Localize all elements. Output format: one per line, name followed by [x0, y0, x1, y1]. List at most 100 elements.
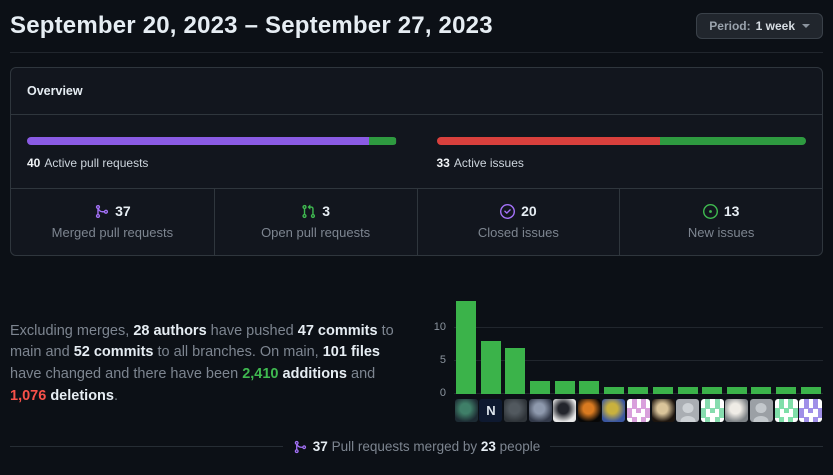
octocat-silhouette	[753, 416, 769, 422]
stats-row: 37 Merged pull requests 3 Open pull requ…	[11, 188, 822, 255]
commit-count-bar[interactable]	[776, 387, 797, 394]
avatar-column	[528, 399, 553, 422]
stat-merged-pull-requests[interactable]: 37 Merged pull requests	[11, 189, 214, 255]
stat-open-pull-requests[interactable]: 3 Open pull requests	[213, 189, 417, 255]
text-run: 52 commits	[73, 344, 154, 361]
identicon-block	[779, 403, 785, 409]
identicon-block	[705, 403, 711, 409]
header-divider	[10, 52, 823, 53]
bar-column	[602, 387, 627, 394]
bar-column	[528, 380, 553, 394]
identicon-block	[640, 417, 646, 422]
meter-segment	[660, 137, 806, 145]
avatar-column	[626, 399, 651, 422]
pull-requests-meter-group: 40 Active pull requests	[27, 137, 397, 170]
text-run: Excluding merges,	[10, 322, 134, 339]
identicon-block	[774, 412, 780, 418]
stat-label: Merged pull requests	[51, 225, 174, 240]
identicon-block	[803, 403, 809, 409]
identicon-block	[788, 399, 794, 405]
contributor-avatar[interactable]	[700, 399, 724, 422]
merged-summary-footer: 37 Pull requests merged by 23 people	[10, 439, 823, 454]
identicon-block	[779, 399, 785, 405]
contributor-avatar[interactable]	[725, 399, 749, 422]
contributor-avatar[interactable]: N	[479, 399, 503, 422]
y-axis-tick-label: 10	[433, 320, 446, 333]
pulse-page: September 20, 2023 – September 27, 2023 …	[10, 0, 823, 454]
text-run: 1,076	[10, 387, 47, 404]
identicon-block	[631, 403, 637, 409]
commit-count-bar[interactable]	[530, 380, 551, 394]
contributor-avatar[interactable]	[799, 399, 823, 422]
stat-new-issues[interactable]: 13 New issues	[619, 189, 822, 255]
commit-count-bar[interactable]	[702, 387, 723, 394]
identicon-block	[719, 408, 724, 414]
contributor-avatar[interactable]	[749, 399, 773, 422]
meter-segment	[27, 137, 369, 145]
period-dropdown[interactable]: Period: 1 week	[696, 13, 823, 39]
page-header: September 20, 2023 – September 27, 2023 …	[10, 0, 823, 40]
stat-number-row: 20	[426, 203, 612, 219]
chevron-down-icon	[802, 24, 810, 28]
contributor-avatar[interactable]	[454, 399, 478, 422]
identicon-block	[803, 399, 809, 405]
octocat-silhouette	[682, 403, 694, 413]
identicon-block	[631, 399, 637, 405]
commit-count-bar[interactable]	[800, 387, 821, 394]
period-label: Period:	[709, 19, 751, 33]
bar-column	[798, 387, 823, 394]
avatar-column	[577, 399, 602, 422]
overview-card: Overview 40 Active pull requests 33 Active…	[10, 67, 823, 256]
identicon-block	[636, 408, 642, 414]
stat-closed-issues[interactable]: 20 Closed issues	[416, 189, 620, 255]
commit-count-bar[interactable]	[554, 380, 575, 394]
contributor-avatar[interactable]	[774, 399, 798, 422]
contributor-avatar[interactable]	[577, 399, 601, 422]
meter-segment	[368, 137, 397, 145]
commit-count-bar[interactable]	[653, 387, 674, 394]
commit-count-bar[interactable]	[751, 387, 772, 394]
issues-meter	[436, 137, 806, 145]
stat-label: Open pull requests	[261, 225, 371, 240]
issue-closed-icon	[500, 203, 516, 219]
contributor-avatar[interactable]	[553, 399, 577, 422]
identicon-block	[812, 417, 818, 422]
contributor-avatar[interactable]	[503, 399, 527, 422]
identicon-block	[817, 408, 823, 414]
stat-number-row: 3	[223, 203, 409, 219]
contributor-avatar[interactable]	[676, 399, 700, 422]
text-run: to all branches. On main,	[153, 344, 323, 361]
bar-column	[700, 387, 725, 394]
contributor-avatar[interactable]	[651, 399, 675, 422]
commit-count-bar[interactable]	[456, 301, 477, 394]
bar-column	[503, 347, 528, 394]
git-merge-icon	[294, 440, 306, 453]
contributor-avatar[interactable]	[602, 399, 626, 422]
contributor-avatar[interactable]	[626, 399, 650, 422]
avatar-column	[749, 399, 774, 422]
identicon-block	[709, 408, 716, 414]
bar-column	[577, 380, 602, 394]
issue-opened-icon	[702, 203, 718, 219]
active-pr-text: Active pull requests	[44, 156, 149, 170]
text-run: 37	[312, 439, 328, 454]
contributor-avatars-row: N	[454, 399, 823, 422]
commit-count-bar[interactable]	[480, 341, 501, 394]
commit-count-bar[interactable]	[628, 387, 649, 394]
contributor-avatar[interactable]	[528, 399, 552, 422]
avatar-column	[774, 399, 799, 422]
avatar-column	[552, 399, 577, 422]
commit-count-bar[interactable]	[505, 347, 526, 394]
bar-column	[479, 341, 504, 394]
footer-divider-right	[550, 446, 823, 447]
commit-summary-text: Excluding merges, 28 authors have pushed…	[10, 307, 412, 408]
active-issues-text: Active issues	[453, 156, 524, 170]
commit-count-bar[interactable]	[579, 380, 600, 394]
avatar-column	[503, 399, 528, 422]
commit-count-bar[interactable]	[726, 387, 747, 394]
stat-value: 3	[322, 203, 331, 219]
text-run: 47 commits	[297, 322, 378, 339]
commit-count-bar[interactable]	[677, 387, 698, 394]
identicon-block	[700, 412, 706, 418]
commit-count-bar[interactable]	[603, 387, 624, 394]
